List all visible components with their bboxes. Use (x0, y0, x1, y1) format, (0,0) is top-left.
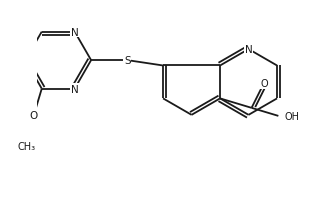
Text: O: O (260, 78, 268, 88)
Text: N: N (71, 27, 79, 37)
Text: O: O (30, 111, 38, 121)
Text: S: S (124, 56, 130, 66)
Text: OH: OH (284, 111, 299, 121)
Text: CH₃: CH₃ (18, 142, 36, 152)
Text: N: N (71, 84, 79, 94)
Text: N: N (245, 45, 252, 55)
